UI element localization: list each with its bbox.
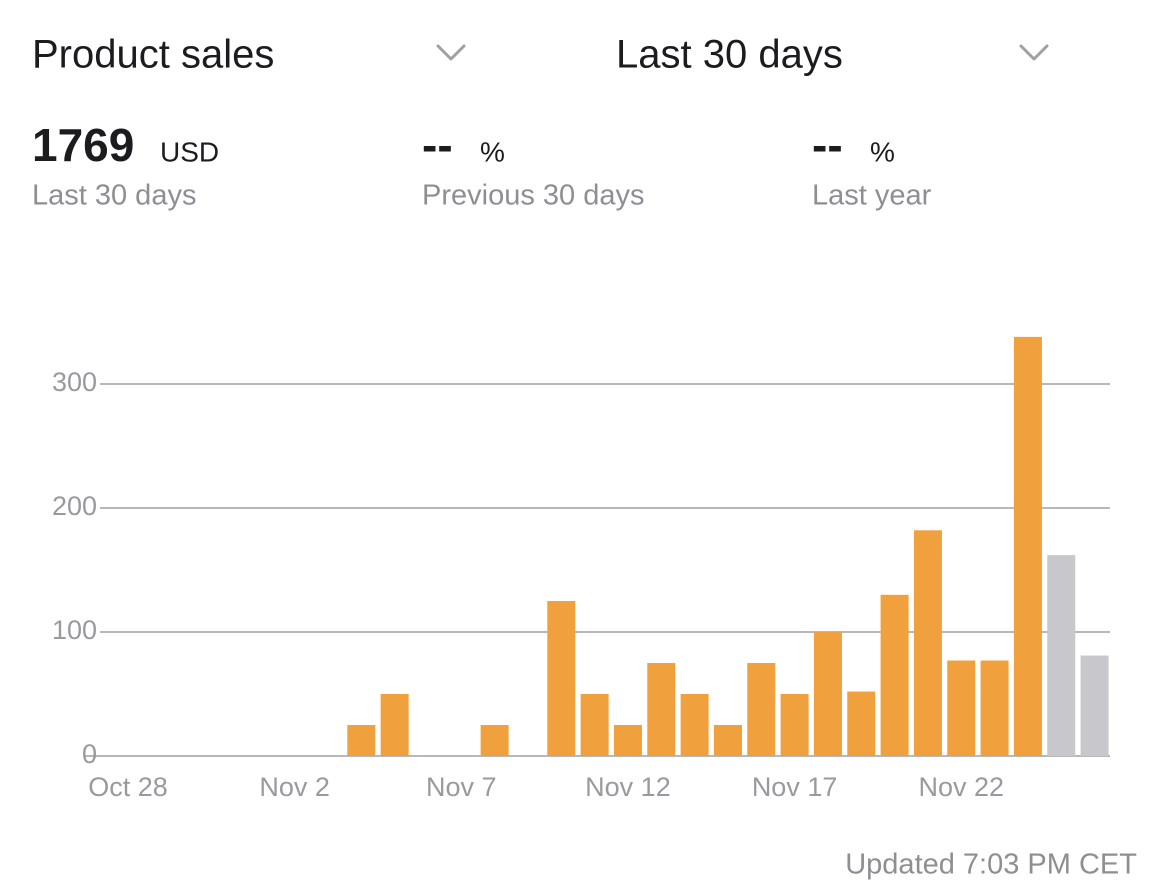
y-tick-label: 100 [52, 615, 97, 645]
metric-dropdown[interactable]: Product sales [32, 33, 274, 77]
bar [713, 725, 742, 756]
bar [480, 725, 509, 756]
x-tick-label: Nov 17 [752, 772, 838, 802]
bar [1013, 336, 1042, 756]
bar [347, 725, 376, 756]
bar [613, 725, 642, 756]
stat-unit: USD [160, 136, 219, 167]
period-dropdown[interactable]: Last 30 days [616, 33, 843, 77]
bar [647, 663, 676, 756]
stat-value: -- [422, 119, 453, 171]
bar [1047, 555, 1076, 756]
bar [747, 663, 776, 756]
stat-label: Last year [812, 180, 932, 212]
bar [1080, 655, 1109, 756]
bar [813, 632, 842, 756]
chevron[interactable] [436, 44, 466, 61]
x-tick-label: Nov 12 [585, 772, 671, 802]
stat-unit: % [870, 136, 895, 167]
bar [913, 530, 942, 756]
bar [980, 660, 1009, 756]
updated-time: Updated 7:03 PM CET [845, 849, 1137, 881]
x-tick-label: Oct 28 [88, 772, 168, 802]
bar [780, 694, 809, 756]
x-tick-label: Nov 7 [426, 772, 497, 802]
bar [380, 694, 409, 756]
bar [847, 691, 876, 756]
chart: 0 100 200 300 Oct 28 Nov 2 Nov 7 Nov 12 Nov 17 No… [52, 336, 1110, 802]
bar [547, 601, 576, 756]
chevron[interactable] [1019, 44, 1049, 61]
y-tick-label: 0 [82, 739, 97, 769]
stat-value: -- [812, 119, 843, 171]
x-tick-label: Nov 2 [259, 772, 330, 802]
stat-value: 1769 [32, 119, 134, 171]
bar [680, 694, 709, 756]
bar [947, 660, 976, 756]
y-tick-label: 200 [52, 491, 97, 521]
y-tick-label: 300 [52, 367, 97, 397]
stat-unit: % [480, 136, 505, 167]
stat-label: Previous 30 days [422, 180, 644, 212]
stat-label: Last 30 days [32, 180, 196, 212]
bar [880, 594, 909, 756]
bar [580, 694, 609, 756]
x-tick-label: Nov 22 [918, 772, 1004, 802]
